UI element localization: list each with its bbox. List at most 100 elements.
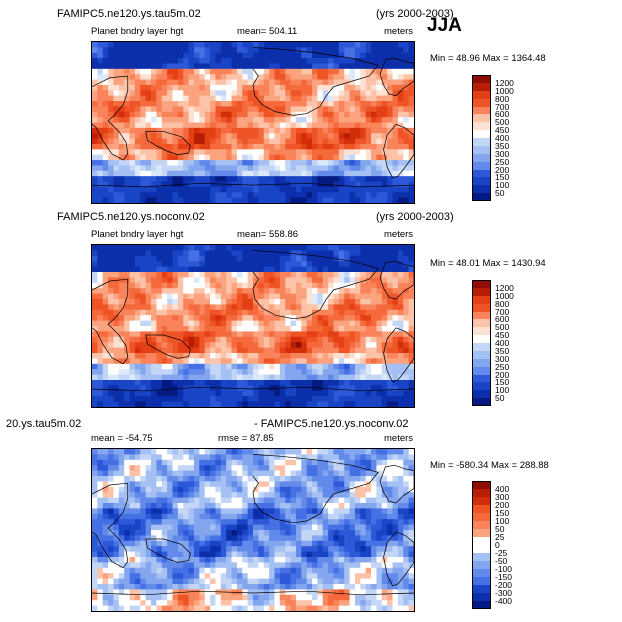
field-cell [317,326,324,332]
field-cell [204,546,211,553]
field-cell [295,508,302,515]
field-cell [188,293,195,300]
field-cell [108,181,114,188]
field-cell [102,111,109,118]
field-cell [193,342,200,349]
field-cell [236,513,243,520]
field-cell [220,476,227,482]
field-cell [338,149,345,156]
field-cell [269,127,275,134]
field-cell [279,165,286,172]
field-cell [371,535,377,542]
field-cell [145,160,152,166]
field-cell [177,192,184,199]
field-cell [161,250,168,257]
field-cell [274,68,281,75]
field-cell [188,90,195,97]
field-cell [108,266,114,273]
field-cell [338,95,345,102]
field-cell [269,79,275,86]
field-cell [360,186,367,193]
field-cell [199,68,206,75]
field-cell [177,149,184,156]
field-cell [306,293,313,300]
field-cell [124,562,131,569]
field-cell [354,535,361,542]
field-cell [274,84,281,91]
field-cell [301,503,308,509]
field-cell [113,79,120,86]
field-cell [236,127,243,134]
coastline [92,386,414,392]
field-cell [129,90,136,97]
field-cell [285,449,292,455]
field-cell [258,197,265,203]
field-cell [354,84,361,91]
field-cell [328,551,334,558]
field-cell [381,535,388,542]
field-cell [403,369,410,376]
field-cell [210,557,216,563]
field-cell [92,465,98,472]
field-cell [269,315,275,322]
field-cell [338,42,345,48]
field-cell [365,149,372,156]
field-cell [338,513,345,520]
field-cell [258,481,265,488]
field-cell [387,101,393,107]
panel2-units: meters [384,229,414,240]
field-cell [387,546,393,553]
field-cell [295,95,302,102]
field-cell [317,266,324,273]
field-cell [183,374,190,381]
field-cell [156,353,163,359]
field-cell [290,245,297,251]
field-cell [285,138,292,145]
field-cell [92,293,98,300]
field-cell [193,353,200,359]
field-cell [365,277,372,284]
field-cell [129,68,136,75]
field-cell [349,513,356,520]
field-cell [177,261,184,268]
field-cell [381,524,388,531]
field-cell [290,331,297,338]
field-cell [381,396,388,403]
field-cell [161,165,168,172]
field-cell [371,530,377,536]
field-cell [344,68,351,75]
field-cell [215,476,222,482]
field-cell [199,106,206,113]
field-cell [172,42,179,48]
field-cell [108,374,114,381]
field-cell [312,374,318,381]
field-cell [220,336,227,343]
field-cell [365,380,372,386]
field-cell [161,385,168,392]
field-cell [204,358,211,365]
field-cell [333,165,340,172]
field-cell [156,170,163,177]
field-cell [199,524,206,531]
field-cell [226,353,232,359]
field-cell [231,401,238,407]
field-cell [263,245,270,251]
field-cell [274,353,281,359]
field-cell [247,170,254,177]
field-cell [102,95,109,102]
field-cell [328,122,334,129]
field-cell [263,524,270,531]
field-cell [193,369,200,376]
field-cell [242,250,249,257]
field-cell [397,486,404,493]
field-cell [226,486,232,493]
field-cell [145,299,152,305]
field-cell [210,95,216,102]
field-cell [129,84,136,91]
field-cell [231,149,238,156]
field-cell [317,315,324,322]
field-cell [236,546,243,553]
field-cell [317,272,324,278]
field-cell [263,320,270,327]
field-cell [253,503,259,509]
